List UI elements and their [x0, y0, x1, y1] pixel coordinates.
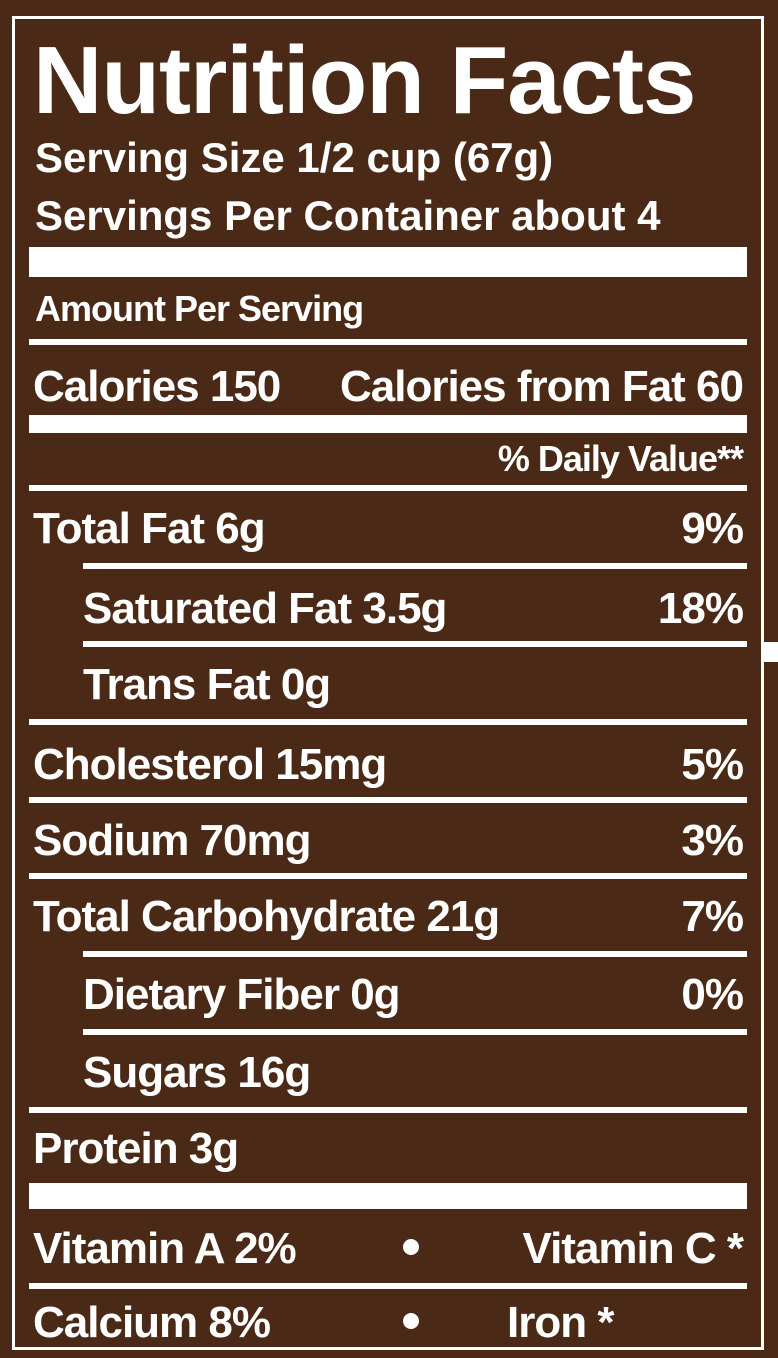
nutrient-label: Sodium 70mg	[33, 816, 311, 865]
servings-per-container: Servings Per Container about 4	[35, 192, 661, 239]
divider	[29, 719, 747, 725]
thick-divider-3	[29, 1183, 747, 1209]
divider	[83, 563, 747, 569]
label-title: Nutrition Facts	[33, 27, 696, 134]
nutrient-label: Total Fat 6g	[33, 504, 266, 553]
bullet-dot	[403, 1239, 419, 1255]
nutrient-label: Total Carbohydrate 21g	[33, 892, 500, 941]
nutrient-dv: 18%	[657, 584, 744, 633]
nutrient-row-sodium: Sodium 70mg 3%	[33, 816, 744, 865]
thick-divider-1	[29, 247, 747, 277]
nutrition-facts-label: Nutrition Facts Serving Size 1/2 cup (67…	[12, 16, 764, 1350]
amount-per-serving: Amount Per Serving	[35, 288, 364, 329]
nutrient-row-protein: Protein 3g	[33, 1127, 743, 1171]
calories-from-fat: Calories from Fat 60	[339, 362, 744, 411]
vitamin-c: Vitamin C *	[522, 1224, 744, 1273]
iron: Iron *	[507, 1298, 614, 1347]
divider	[29, 797, 747, 803]
divider	[83, 951, 747, 957]
nutrient-dv: 5%	[681, 740, 744, 789]
nutrient-row-cholesterol: Cholesterol 15mg 5%	[33, 740, 744, 789]
nutrient-label: Sugars 16g	[83, 1048, 311, 1097]
calcium: Calcium 8%	[33, 1298, 271, 1347]
nutrient-row-total-fat: Total Fat 6g 9%	[33, 504, 744, 553]
nutrient-row-total-carbohydrate: Total Carbohydrate 21g 7%	[33, 892, 744, 941]
nutrient-label: Trans Fat 0g	[83, 660, 331, 709]
daily-value-header-row: % Daily Value**	[497, 438, 744, 479]
calories-row: Calories 150 Calories from Fat 60	[33, 362, 744, 411]
nutrient-row-saturated-fat: Saturated Fat 3.5g 18%	[83, 584, 744, 633]
nutrient-label: Cholesterol 15mg	[33, 740, 387, 789]
nutrient-dv: 3%	[681, 816, 744, 865]
nutrient-label: Saturated Fat 3.5g	[83, 584, 447, 633]
divider	[29, 873, 747, 879]
divider	[29, 1107, 747, 1113]
divider	[83, 1029, 747, 1035]
divider	[29, 339, 747, 345]
vitamin-a: Vitamin A 2%	[33, 1224, 297, 1273]
amount-per-serving-text: Amount Per Serving	[35, 288, 364, 329]
nutrient-dv: 7%	[681, 892, 744, 941]
nutrient-row-dietary-fiber: Dietary Fiber 0g 0%	[83, 970, 744, 1019]
nutrient-label: Dietary Fiber 0g	[83, 970, 401, 1019]
serving-size: Serving Size 1/2 cup (67g)	[35, 134, 554, 181]
divider	[29, 1283, 747, 1289]
thick-divider-2	[29, 415, 747, 433]
bullet-dot	[403, 1313, 419, 1329]
divider	[83, 641, 747, 647]
nutrient-dv: 0%	[681, 970, 744, 1019]
nutrient-label: Protein 3g	[33, 1124, 239, 1173]
daily-value-header: % Daily Value**	[497, 438, 744, 479]
nutrient-dv: 9%	[681, 504, 744, 553]
edge-tick	[764, 642, 778, 662]
nutrient-row-sugars: Sugars 16g	[83, 1051, 743, 1095]
divider	[29, 485, 747, 491]
calories: Calories 150	[33, 362, 281, 411]
nutrient-row-trans-fat: Trans Fat 0g	[83, 663, 743, 707]
